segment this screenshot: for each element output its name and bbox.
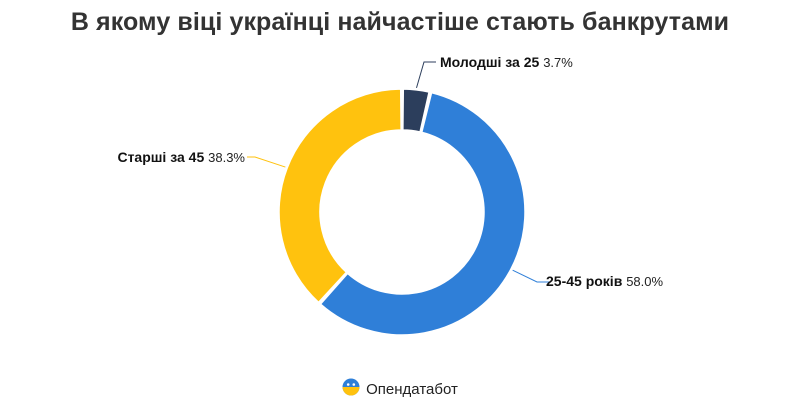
pie-slice-2	[319, 91, 526, 336]
leader-line-2	[512, 269, 549, 283]
slice-label-name: Молодші за 25	[440, 54, 543, 70]
slice-label-value: 38.3%	[208, 150, 245, 165]
pie-slice-1	[402, 88, 430, 133]
leader-line-1	[416, 61, 436, 88]
opendatabot-logo-icon	[342, 378, 360, 401]
brand-name: Опендатабот	[366, 381, 458, 398]
slice-label-value: 3.7%	[543, 55, 573, 70]
chart-title: В якому віці українці найчастіше стають …	[70, 8, 730, 36]
slice-label-3: Старші за 45 38.3%	[117, 149, 245, 165]
slice-label-2: 25-45 років 58.0%	[546, 273, 664, 289]
slice-label-name: Старші за 45	[117, 149, 208, 165]
leader-line-3	[247, 156, 286, 168]
footer-brand: Опендатабот	[0, 378, 800, 401]
slice-label-name: 25-45 років	[546, 273, 626, 289]
pie-slice-3	[278, 88, 402, 304]
slice-label-value: 58.0%	[626, 274, 663, 289]
slice-label-1: Молодші за 25 3.7%	[440, 54, 573, 70]
